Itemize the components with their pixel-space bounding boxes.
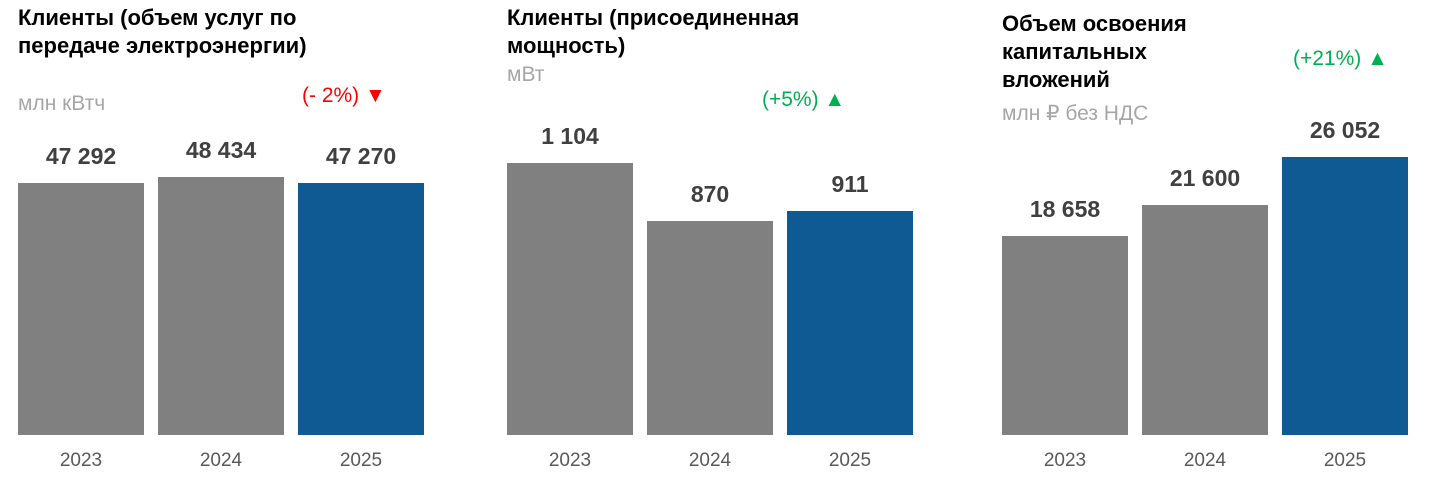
x-tick-label: 2024 [1183,450,1227,471]
chart-title: Клиенты (объем услуг по передаче электро… [18,5,307,58]
change-annotation: (+5%) ▲ [762,88,846,111]
bar [787,210,913,435]
bar [507,163,633,435]
x-tick-label: 2023 [1043,450,1087,471]
x-tick-label: 2025 [828,450,872,471]
bar [298,183,424,435]
value-label: 47 292 [45,143,117,170]
chart-title: Объем освоения капитальных вложений [1002,11,1187,92]
value-label: 18 658 [1029,195,1101,222]
bar [1002,235,1128,435]
bar [647,220,773,435]
value-label: 21 600 [1169,164,1241,191]
value-label: 911 [831,170,869,197]
value-label: 47 270 [325,143,397,170]
x-tick-label: 2023 [548,450,592,471]
value-label: 870 [690,180,730,207]
chart-unit: мВт [507,63,545,86]
chart-unit: млн ₽ без НДС [1002,102,1149,125]
x-tick-label: 2025 [1323,450,1367,471]
bar [1142,204,1268,435]
x-tick-label: 2025 [339,450,383,471]
value-label: 26 052 [1309,117,1381,143]
bar [158,177,284,435]
x-tick-label: 2023 [59,450,103,471]
x-tick-label: 2024 [688,450,732,471]
value-label: 48 434 [185,137,257,163]
chart-title: Клиенты (присоединенная мощность) [507,5,800,58]
bar [18,183,144,435]
x-tick-label: 2024 [199,450,243,471]
change-annotation: (+21%) ▲ [1293,47,1388,70]
value-label: 1 104 [541,123,599,149]
change-annotation: (- 2%) ▼ [302,84,386,107]
chart-unit: млн кВтч [18,92,106,115]
bar [1282,157,1408,435]
